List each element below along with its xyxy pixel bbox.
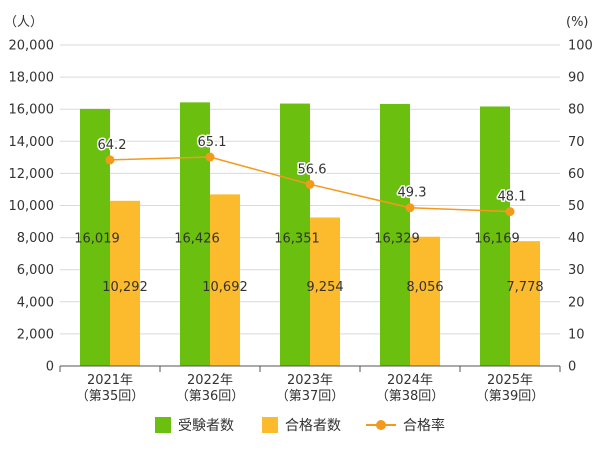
y2-tick-label: 50 bbox=[568, 199, 585, 214]
bar-passers bbox=[410, 236, 440, 366]
y-tick-label: 18,000 bbox=[9, 71, 55, 86]
y2-tick-label: 70 bbox=[568, 135, 585, 150]
pass-rate-point bbox=[405, 203, 415, 213]
bar-examinees bbox=[180, 102, 210, 366]
pass-rate-point bbox=[205, 152, 215, 162]
y-tick-label: 8,000 bbox=[17, 231, 54, 246]
data-label-passers: 9,254 bbox=[306, 280, 343, 295]
data-label-examinees: 16,351 bbox=[274, 232, 320, 247]
data-label-passers: 10,692 bbox=[202, 280, 248, 295]
data-label-examinees: 16,169 bbox=[474, 232, 520, 247]
y-tick-label: 0 bbox=[46, 360, 54, 375]
y-tick-label: 6,000 bbox=[17, 263, 54, 278]
y2-tick-label: 30 bbox=[568, 263, 585, 278]
bar-passers bbox=[510, 241, 540, 366]
legend-swatch-examinees bbox=[155, 417, 171, 433]
x-category-label-year: 2023年 bbox=[287, 373, 333, 388]
legend-swatch-passers bbox=[262, 417, 278, 433]
bar-passers bbox=[310, 217, 340, 366]
data-label-passers: 10,292 bbox=[102, 280, 148, 295]
legend-label-examinees: 受験者数 bbox=[178, 418, 234, 434]
y-tick-label: 14,000 bbox=[9, 135, 55, 150]
bar-passers bbox=[210, 194, 240, 366]
pass-rate-point bbox=[105, 155, 115, 165]
right-unit-label: (%) bbox=[566, 15, 589, 30]
data-label-examinees: 16,019 bbox=[74, 232, 120, 247]
x-category-label-session: （第38回） bbox=[376, 389, 445, 404]
left-unit-label: （人） bbox=[4, 15, 43, 30]
x-category-label-session: （第37回） bbox=[276, 389, 345, 404]
data-label-passers: 8,056 bbox=[406, 280, 443, 295]
x-category-label-year: 2021年 bbox=[87, 373, 133, 388]
label-layer: 16,019 16,426 16,351 16,329 16,169 10,292 10,6… bbox=[74, 134, 543, 295]
y-tick-label: 20,000 bbox=[9, 39, 55, 54]
y-tick-label: 2,000 bbox=[17, 327, 54, 342]
bar-examinees bbox=[480, 106, 510, 366]
legend-layer: 受験者数 合格者数 合格率 bbox=[155, 417, 445, 434]
bar-layer bbox=[80, 102, 540, 366]
bar-examinees bbox=[280, 103, 310, 366]
x-category-label-year: 2022年 bbox=[187, 373, 233, 388]
data-label-examinees: 16,329 bbox=[374, 232, 420, 247]
x-category-label-year: 2025年 bbox=[487, 373, 533, 388]
y2-tick-label: 60 bbox=[568, 167, 585, 182]
y-tick-label: 10,000 bbox=[9, 199, 55, 214]
y2-tick-label: 0 bbox=[568, 360, 576, 375]
bar-examinees bbox=[80, 108, 110, 366]
bar-passers bbox=[110, 200, 140, 366]
legend-label-passers: 合格者数 bbox=[285, 418, 341, 434]
y2-tick-label: 40 bbox=[568, 231, 585, 246]
data-label-pass-rate: 48.1 bbox=[498, 190, 527, 205]
x-category-label-session: （第35回） bbox=[76, 389, 145, 404]
data-label-pass-rate: 64.2 bbox=[98, 138, 127, 153]
x-category-label-year: 2024年 bbox=[387, 373, 433, 388]
y2-tick-label: 80 bbox=[568, 103, 585, 118]
line-layer bbox=[105, 152, 515, 217]
bar-examinees bbox=[380, 103, 410, 366]
legend-label-pass-rate: 合格率 bbox=[403, 417, 445, 434]
pass-rate-point bbox=[505, 207, 515, 217]
data-label-pass-rate: 56.6 bbox=[298, 162, 327, 177]
legend-marker-pass-rate bbox=[376, 420, 386, 430]
data-label-examinees: 16,426 bbox=[174, 232, 220, 247]
data-label-pass-rate: 65.1 bbox=[198, 135, 227, 150]
y2-tick-label: 20 bbox=[568, 295, 585, 310]
y2-tick-label: 100 bbox=[568, 39, 593, 54]
y-tick-label: 16,000 bbox=[9, 103, 55, 118]
data-label-pass-rate: 49.3 bbox=[398, 186, 427, 201]
y2-tick-label: 90 bbox=[568, 71, 585, 86]
axis-layer: 0 2,000 4,000 6,000 8,000 10,000 12,000 14,000 1… bbox=[4, 15, 593, 404]
x-category-label-session: （第36回） bbox=[176, 389, 245, 404]
x-category-label-session: （第39回） bbox=[476, 389, 545, 404]
data-label-passers: 7,778 bbox=[506, 280, 543, 295]
y-tick-label: 4,000 bbox=[17, 295, 54, 310]
y-tick-label: 12,000 bbox=[9, 167, 55, 182]
pass-rate-point bbox=[305, 179, 315, 189]
y2-tick-label: 10 bbox=[568, 327, 585, 342]
